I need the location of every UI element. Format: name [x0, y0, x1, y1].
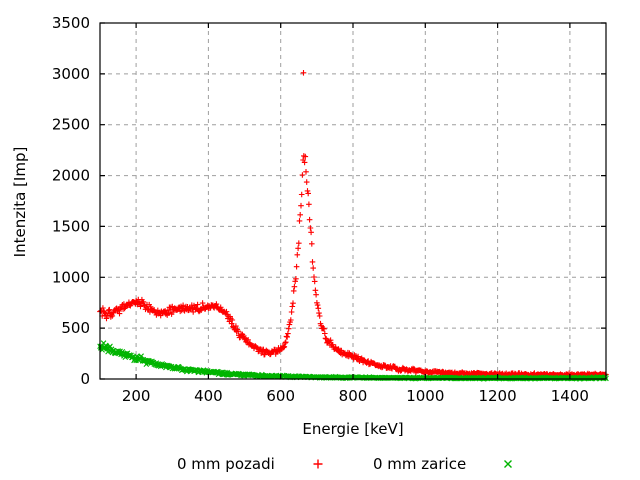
x-tick-label: 1000 — [406, 387, 444, 405]
x-tick-label: 600 — [266, 387, 295, 405]
grid-lines — [100, 23, 606, 379]
y-tick-label: 3000 — [52, 65, 90, 83]
y-tick-label: 500 — [61, 319, 90, 337]
legend-label-pozadi: 0 mm pozadi — [177, 455, 275, 473]
y-axis-title: Intenzita [Imp] — [11, 146, 29, 258]
y-tick-label: 2500 — [52, 116, 90, 134]
cross-marker-icon — [504, 460, 512, 468]
y-tick-label: 2000 — [52, 167, 90, 185]
legend-label-zarice: 0 mm zarice — [373, 455, 467, 473]
x-tick-label: 200 — [122, 387, 151, 405]
y-tick-label: 1000 — [52, 268, 90, 286]
x-tick-label: 1200 — [478, 387, 516, 405]
x-axis-title: Energie [keV] — [302, 420, 404, 438]
y-tick-label: 3500 — [52, 14, 90, 32]
plus-marker-icon — [313, 459, 323, 469]
y-tick-label: 1500 — [52, 217, 90, 235]
x-tick-label: 1400 — [551, 387, 589, 405]
x-tick-label: 800 — [339, 387, 368, 405]
y-tick-label: 0 — [80, 370, 90, 388]
x-tick-label: 400 — [194, 387, 223, 405]
axis-ticks — [100, 22, 606, 380]
